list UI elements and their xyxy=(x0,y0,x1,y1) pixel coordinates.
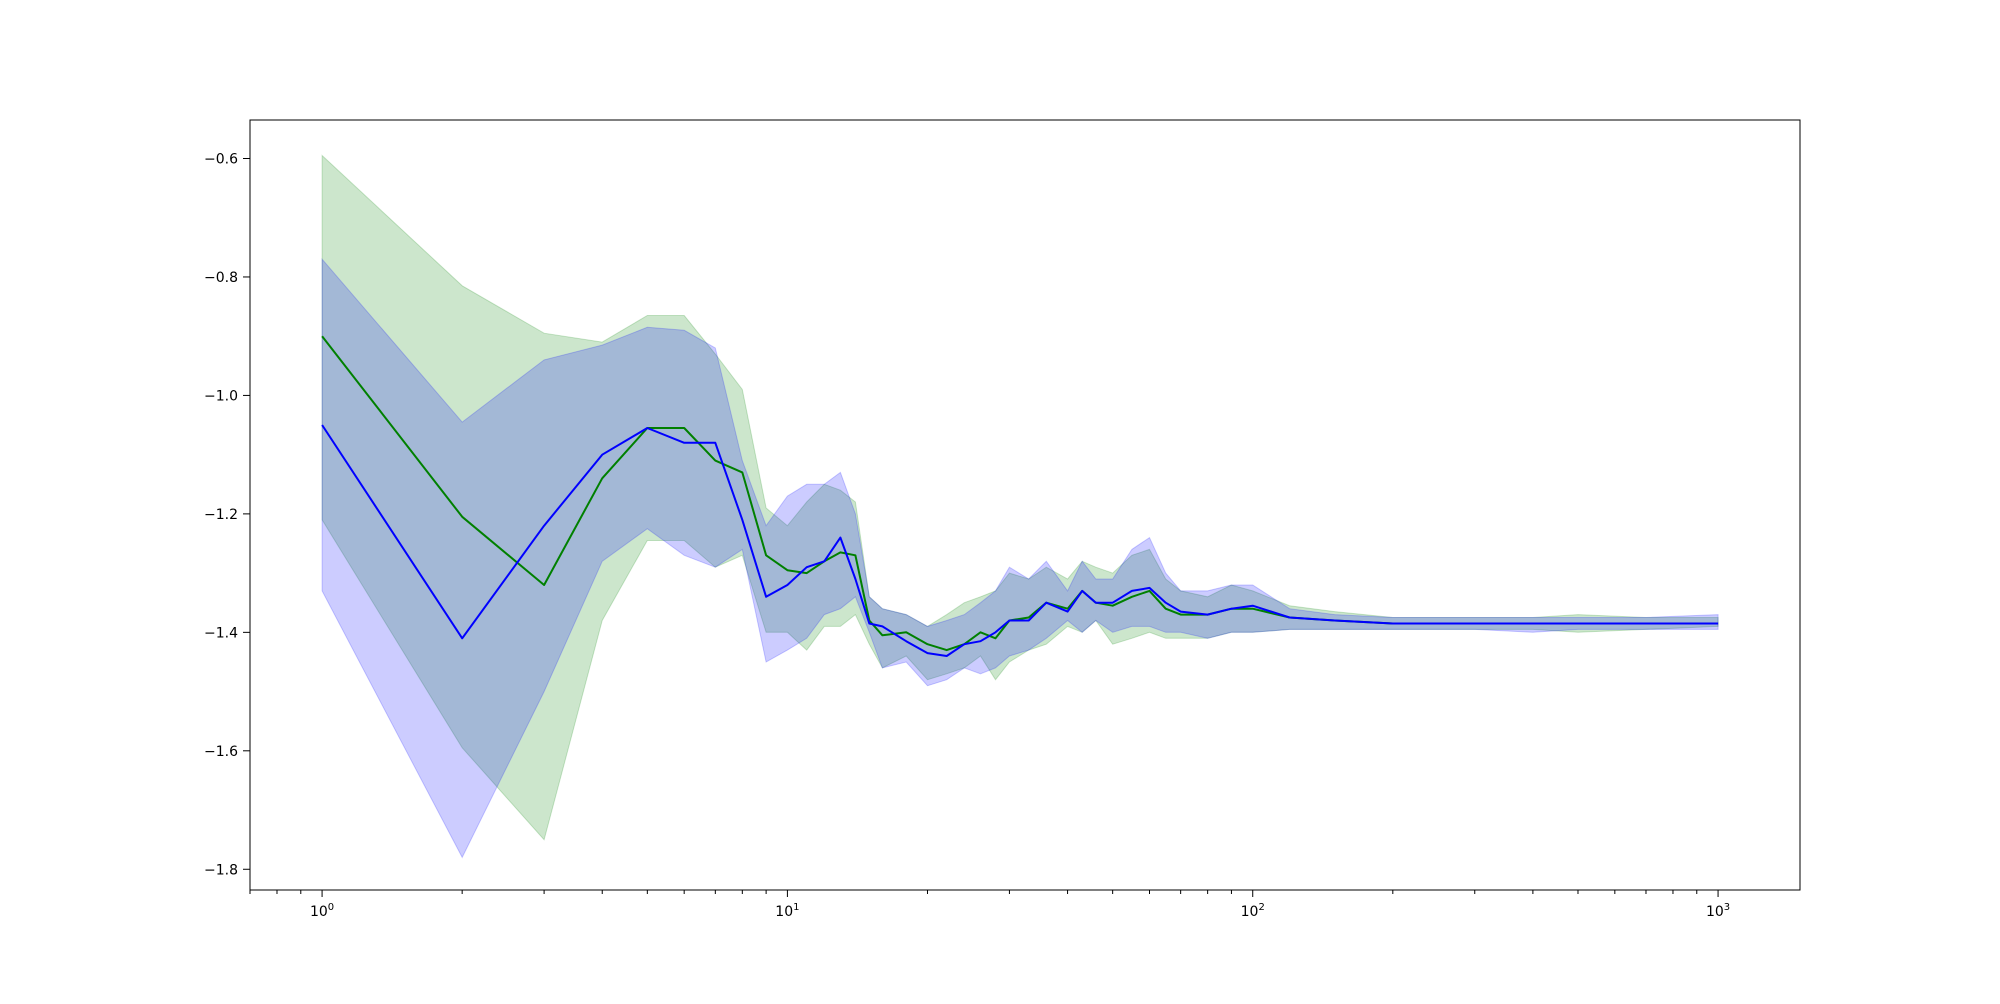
y-tick-label: −1.8 xyxy=(204,862,238,878)
y-tick-label: −1.6 xyxy=(204,744,238,760)
y-tick-label: −1.0 xyxy=(204,388,238,404)
x-axis: 100 101 102 103 xyxy=(249,890,1730,920)
series-lines xyxy=(321,335,1719,657)
series-1-band xyxy=(321,154,1719,841)
series-2-line xyxy=(321,424,1719,657)
y-tick-label: −1.4 xyxy=(204,625,238,641)
x-tick-label: 102 xyxy=(1241,902,1265,920)
x-tick-label: 100 xyxy=(310,902,334,920)
y-tick-label: −1.2 xyxy=(204,507,238,523)
confidence-bands xyxy=(321,154,1719,859)
y-tick-label: −0.8 xyxy=(204,270,238,286)
y-axis: −0.6 −0.8 −1.0 −1.2 −1.4 −1.6 −1.8 xyxy=(204,152,250,878)
y-tick-label: −0.6 xyxy=(204,152,238,168)
x-tick-label: 101 xyxy=(775,902,799,920)
series-2-band xyxy=(321,257,1719,859)
x-tick-label: 103 xyxy=(1706,902,1730,920)
plot-frame xyxy=(249,119,1801,891)
